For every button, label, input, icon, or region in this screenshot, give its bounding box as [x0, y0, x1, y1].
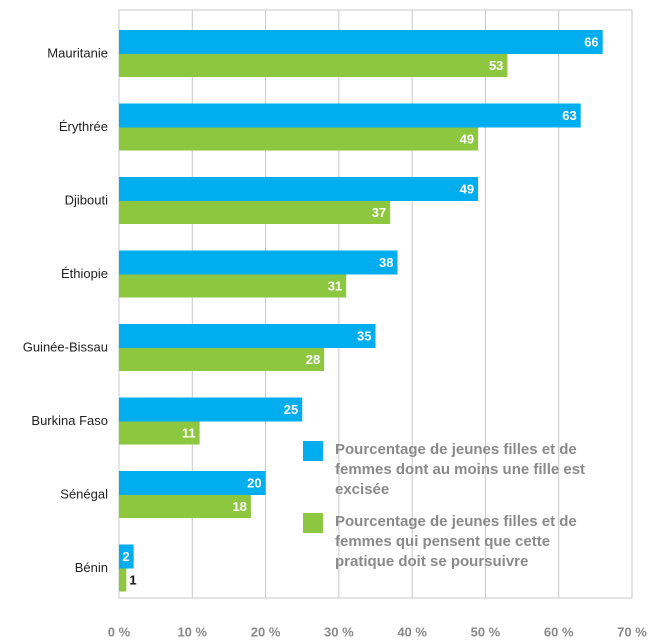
- value-label: 25: [284, 402, 298, 417]
- bar: [119, 274, 347, 298]
- y-tick-label: Érythrée: [59, 119, 108, 134]
- y-tick-label: Sénégal: [60, 486, 108, 501]
- bar: [119, 421, 200, 445]
- x-tick-label: 10 %: [177, 624, 207, 639]
- y-tick-label: Burkina Faso: [31, 413, 108, 428]
- value-label: 1: [129, 572, 136, 587]
- bar: [119, 348, 325, 371]
- bar: [119, 201, 391, 224]
- bar: [119, 324, 376, 348]
- value-label: 2: [122, 549, 129, 564]
- bar: [119, 568, 127, 592]
- value-label: 49: [460, 181, 474, 196]
- y-tick-label: Djibouti: [65, 192, 108, 207]
- x-tick-label: 50 %: [471, 624, 501, 639]
- bar: [119, 103, 581, 128]
- bar: [119, 127, 479, 151]
- x-tick-label: 20 %: [251, 624, 281, 639]
- value-label: 63: [562, 108, 576, 123]
- bar: [119, 471, 266, 495]
- y-tick-label: Mauritanie: [47, 45, 108, 60]
- value-label: 38: [379, 255, 393, 270]
- bar: [119, 54, 508, 77]
- bar: [119, 397, 303, 422]
- value-label: 53: [489, 58, 503, 73]
- value-label: 37: [372, 205, 386, 220]
- x-tick-label: 70 %: [617, 624, 647, 639]
- legend-item: Pourcentage de jeunes filles et de femme…: [303, 440, 603, 500]
- legend: Pourcentage de jeunes filles et de femme…: [303, 440, 603, 584]
- legend-label: Pourcentage de jeunes filles et de femme…: [335, 513, 577, 570]
- x-tick-label: 0 %: [108, 624, 131, 639]
- value-label: 11: [182, 425, 196, 440]
- bar: [119, 495, 251, 518]
- value-label: 20: [247, 475, 261, 490]
- legend-item: Pourcentage de jeunes filles et de femme…: [303, 512, 603, 572]
- x-tick-label: 60 %: [544, 624, 574, 639]
- bar: [119, 177, 479, 201]
- legend-swatch: [303, 513, 323, 533]
- y-tick-label: Bénin: [75, 560, 108, 575]
- bar: [119, 250, 398, 275]
- value-label: 18: [232, 499, 246, 514]
- value-label: 28: [306, 352, 320, 367]
- x-tick-label: 40 %: [397, 624, 427, 639]
- y-tick-label: Guinée-Bissau: [23, 339, 108, 354]
- value-label: 31: [328, 278, 342, 293]
- value-label: 35: [357, 328, 371, 343]
- y-tick-label: Éthiopie: [61, 266, 108, 281]
- bar: [119, 544, 134, 569]
- x-tick-label: 30 %: [324, 624, 354, 639]
- bar: [119, 30, 603, 54]
- legend-label: Pourcentage de jeunes filles et de femme…: [335, 441, 586, 498]
- value-label: 49: [460, 131, 474, 146]
- legend-swatch: [303, 441, 323, 461]
- value-label: 66: [584, 34, 598, 49]
